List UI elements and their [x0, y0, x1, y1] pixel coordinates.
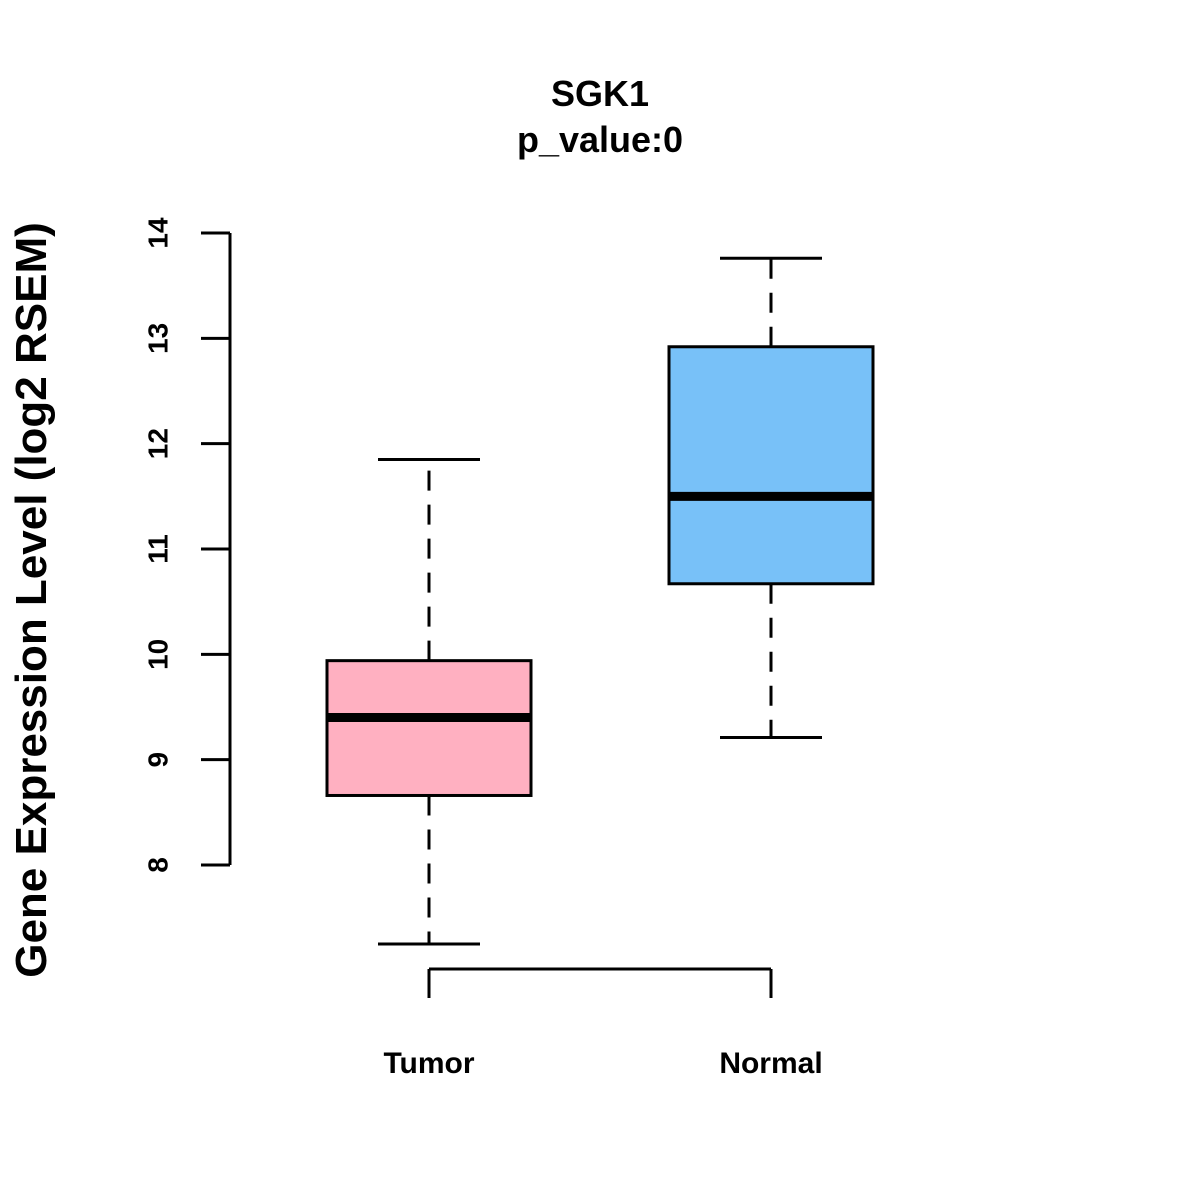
y-tick-label: 10	[142, 639, 173, 670]
box-normal	[667, 256, 875, 740]
y-axis: 8 9 10 11 12 13 14	[142, 217, 232, 873]
x-axis: Tumor Normal	[383, 967, 823, 1080]
x-tick-label-tumor: Tumor	[383, 1047, 474, 1080]
chart-title: SGK1	[551, 73, 649, 114]
y-tick-label: 12	[142, 428, 173, 459]
box-series	[325, 256, 875, 946]
iqr-box	[325, 659, 533, 797]
box-tumor	[325, 457, 533, 946]
y-tick-label: 13	[142, 323, 173, 354]
y-tick-label: 9	[142, 752, 173, 768]
iqr-box	[667, 345, 875, 586]
y-tick-label: 8	[142, 857, 173, 873]
y-tick-label: 14	[142, 217, 173, 249]
y-tick-label: 11	[142, 534, 173, 564]
chart-subtitle: p_value:0	[517, 119, 683, 160]
y-axis-label: Gene Expression Level (log2 RSEM)	[7, 222, 56, 978]
x-tick-label-normal: Normal	[719, 1047, 822, 1080]
